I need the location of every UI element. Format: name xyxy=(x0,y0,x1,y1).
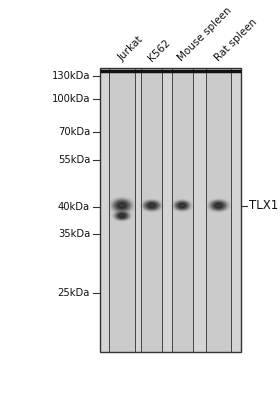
Ellipse shape xyxy=(148,204,155,207)
Text: K562: K562 xyxy=(146,37,172,63)
Text: TLX1: TLX1 xyxy=(249,199,278,212)
Ellipse shape xyxy=(115,201,129,210)
Ellipse shape xyxy=(173,200,191,211)
Ellipse shape xyxy=(142,200,162,211)
Text: 25kDa: 25kDa xyxy=(58,288,90,298)
Ellipse shape xyxy=(208,200,229,211)
Ellipse shape xyxy=(179,204,185,207)
Ellipse shape xyxy=(112,210,132,221)
Text: 70kDa: 70kDa xyxy=(58,127,90,137)
Text: 35kDa: 35kDa xyxy=(58,229,90,239)
Text: 55kDa: 55kDa xyxy=(58,155,90,165)
Ellipse shape xyxy=(113,200,131,212)
Ellipse shape xyxy=(210,201,227,210)
Text: 130kDa: 130kDa xyxy=(52,71,90,81)
Ellipse shape xyxy=(178,203,186,208)
Bar xyxy=(172,68,193,352)
Ellipse shape xyxy=(145,202,158,209)
Ellipse shape xyxy=(215,204,222,208)
Ellipse shape xyxy=(176,202,188,209)
Ellipse shape xyxy=(212,202,225,209)
Ellipse shape xyxy=(109,197,135,214)
Ellipse shape xyxy=(111,198,133,213)
Ellipse shape xyxy=(214,203,223,208)
Ellipse shape xyxy=(115,212,129,220)
Ellipse shape xyxy=(118,214,126,218)
Ellipse shape xyxy=(117,202,127,209)
Ellipse shape xyxy=(144,201,160,210)
Text: Mouse spleen: Mouse spleen xyxy=(176,5,234,63)
Bar xyxy=(141,68,162,352)
Ellipse shape xyxy=(172,199,193,212)
Ellipse shape xyxy=(119,214,125,217)
Bar xyxy=(109,68,135,352)
Bar xyxy=(206,68,231,352)
Ellipse shape xyxy=(140,199,163,212)
Text: Rat spleen: Rat spleen xyxy=(213,17,259,63)
Ellipse shape xyxy=(113,211,130,220)
Bar xyxy=(100,68,241,352)
Ellipse shape xyxy=(118,203,126,208)
Ellipse shape xyxy=(175,201,190,210)
Ellipse shape xyxy=(147,203,157,208)
Text: 100kDa: 100kDa xyxy=(52,94,90,104)
Text: Jurkat: Jurkat xyxy=(116,34,145,63)
Ellipse shape xyxy=(116,213,127,219)
Text: 40kDa: 40kDa xyxy=(58,202,90,212)
Bar xyxy=(100,68,241,352)
Ellipse shape xyxy=(207,199,230,212)
